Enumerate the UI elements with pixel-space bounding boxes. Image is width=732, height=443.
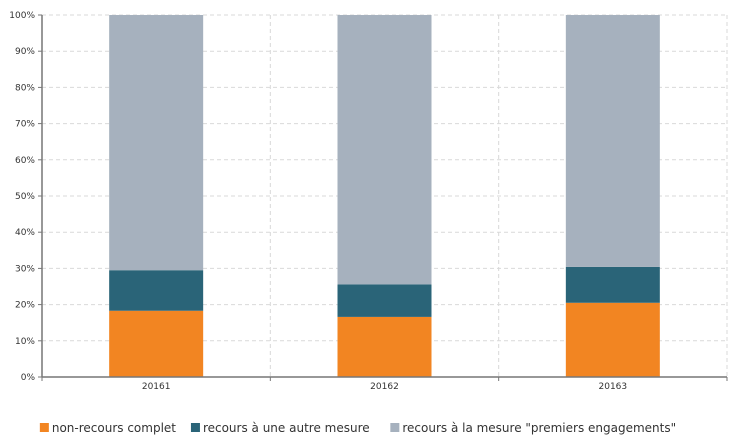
y-tick-label: 70% [15, 120, 35, 130]
x-tick-label: 20161 [142, 382, 171, 392]
legend: non-recours complet recours à une autre m… [39, 421, 676, 435]
bar-segment [109, 270, 204, 311]
bars-layer [109, 15, 660, 377]
x-tick-label: 20162 [370, 382, 399, 392]
bar-segment [337, 15, 432, 285]
y-tick-label: 80% [15, 83, 35, 93]
y-tick-label: 60% [15, 156, 35, 166]
axes-layer: 0% 10% 20% 30% 40% 50% 60% 70% 80% 90% 100% 20161 20… [9, 11, 728, 392]
bar-segment [565, 15, 660, 267]
bar-segment [109, 15, 204, 271]
y-tick-label: 30% [15, 264, 35, 274]
legend-label: recours à une autre mesure [203, 421, 370, 435]
legend-label: recours à la mesure "premiers engagement… [402, 421, 676, 435]
y-tick-label: 100% [9, 11, 35, 21]
y-tick-label: 10% [15, 337, 35, 347]
bar-segment [337, 316, 432, 377]
bar-segment [565, 266, 660, 303]
x-tick-label: 20163 [599, 382, 628, 392]
legend-swatch [39, 423, 49, 432]
y-tick-label: 20% [15, 301, 35, 311]
y-tick-label: 0% [21, 373, 36, 383]
legend-swatch [390, 423, 400, 432]
legend-label: non-recours complet [52, 421, 176, 435]
legend-swatch [190, 423, 200, 432]
y-tick-label: 90% [15, 47, 35, 57]
bar-segment [109, 310, 204, 377]
y-tick-label: 40% [15, 228, 35, 238]
bar-segment [565, 302, 660, 377]
y-tick-label: 50% [15, 192, 35, 202]
bar-segment [337, 284, 432, 317]
